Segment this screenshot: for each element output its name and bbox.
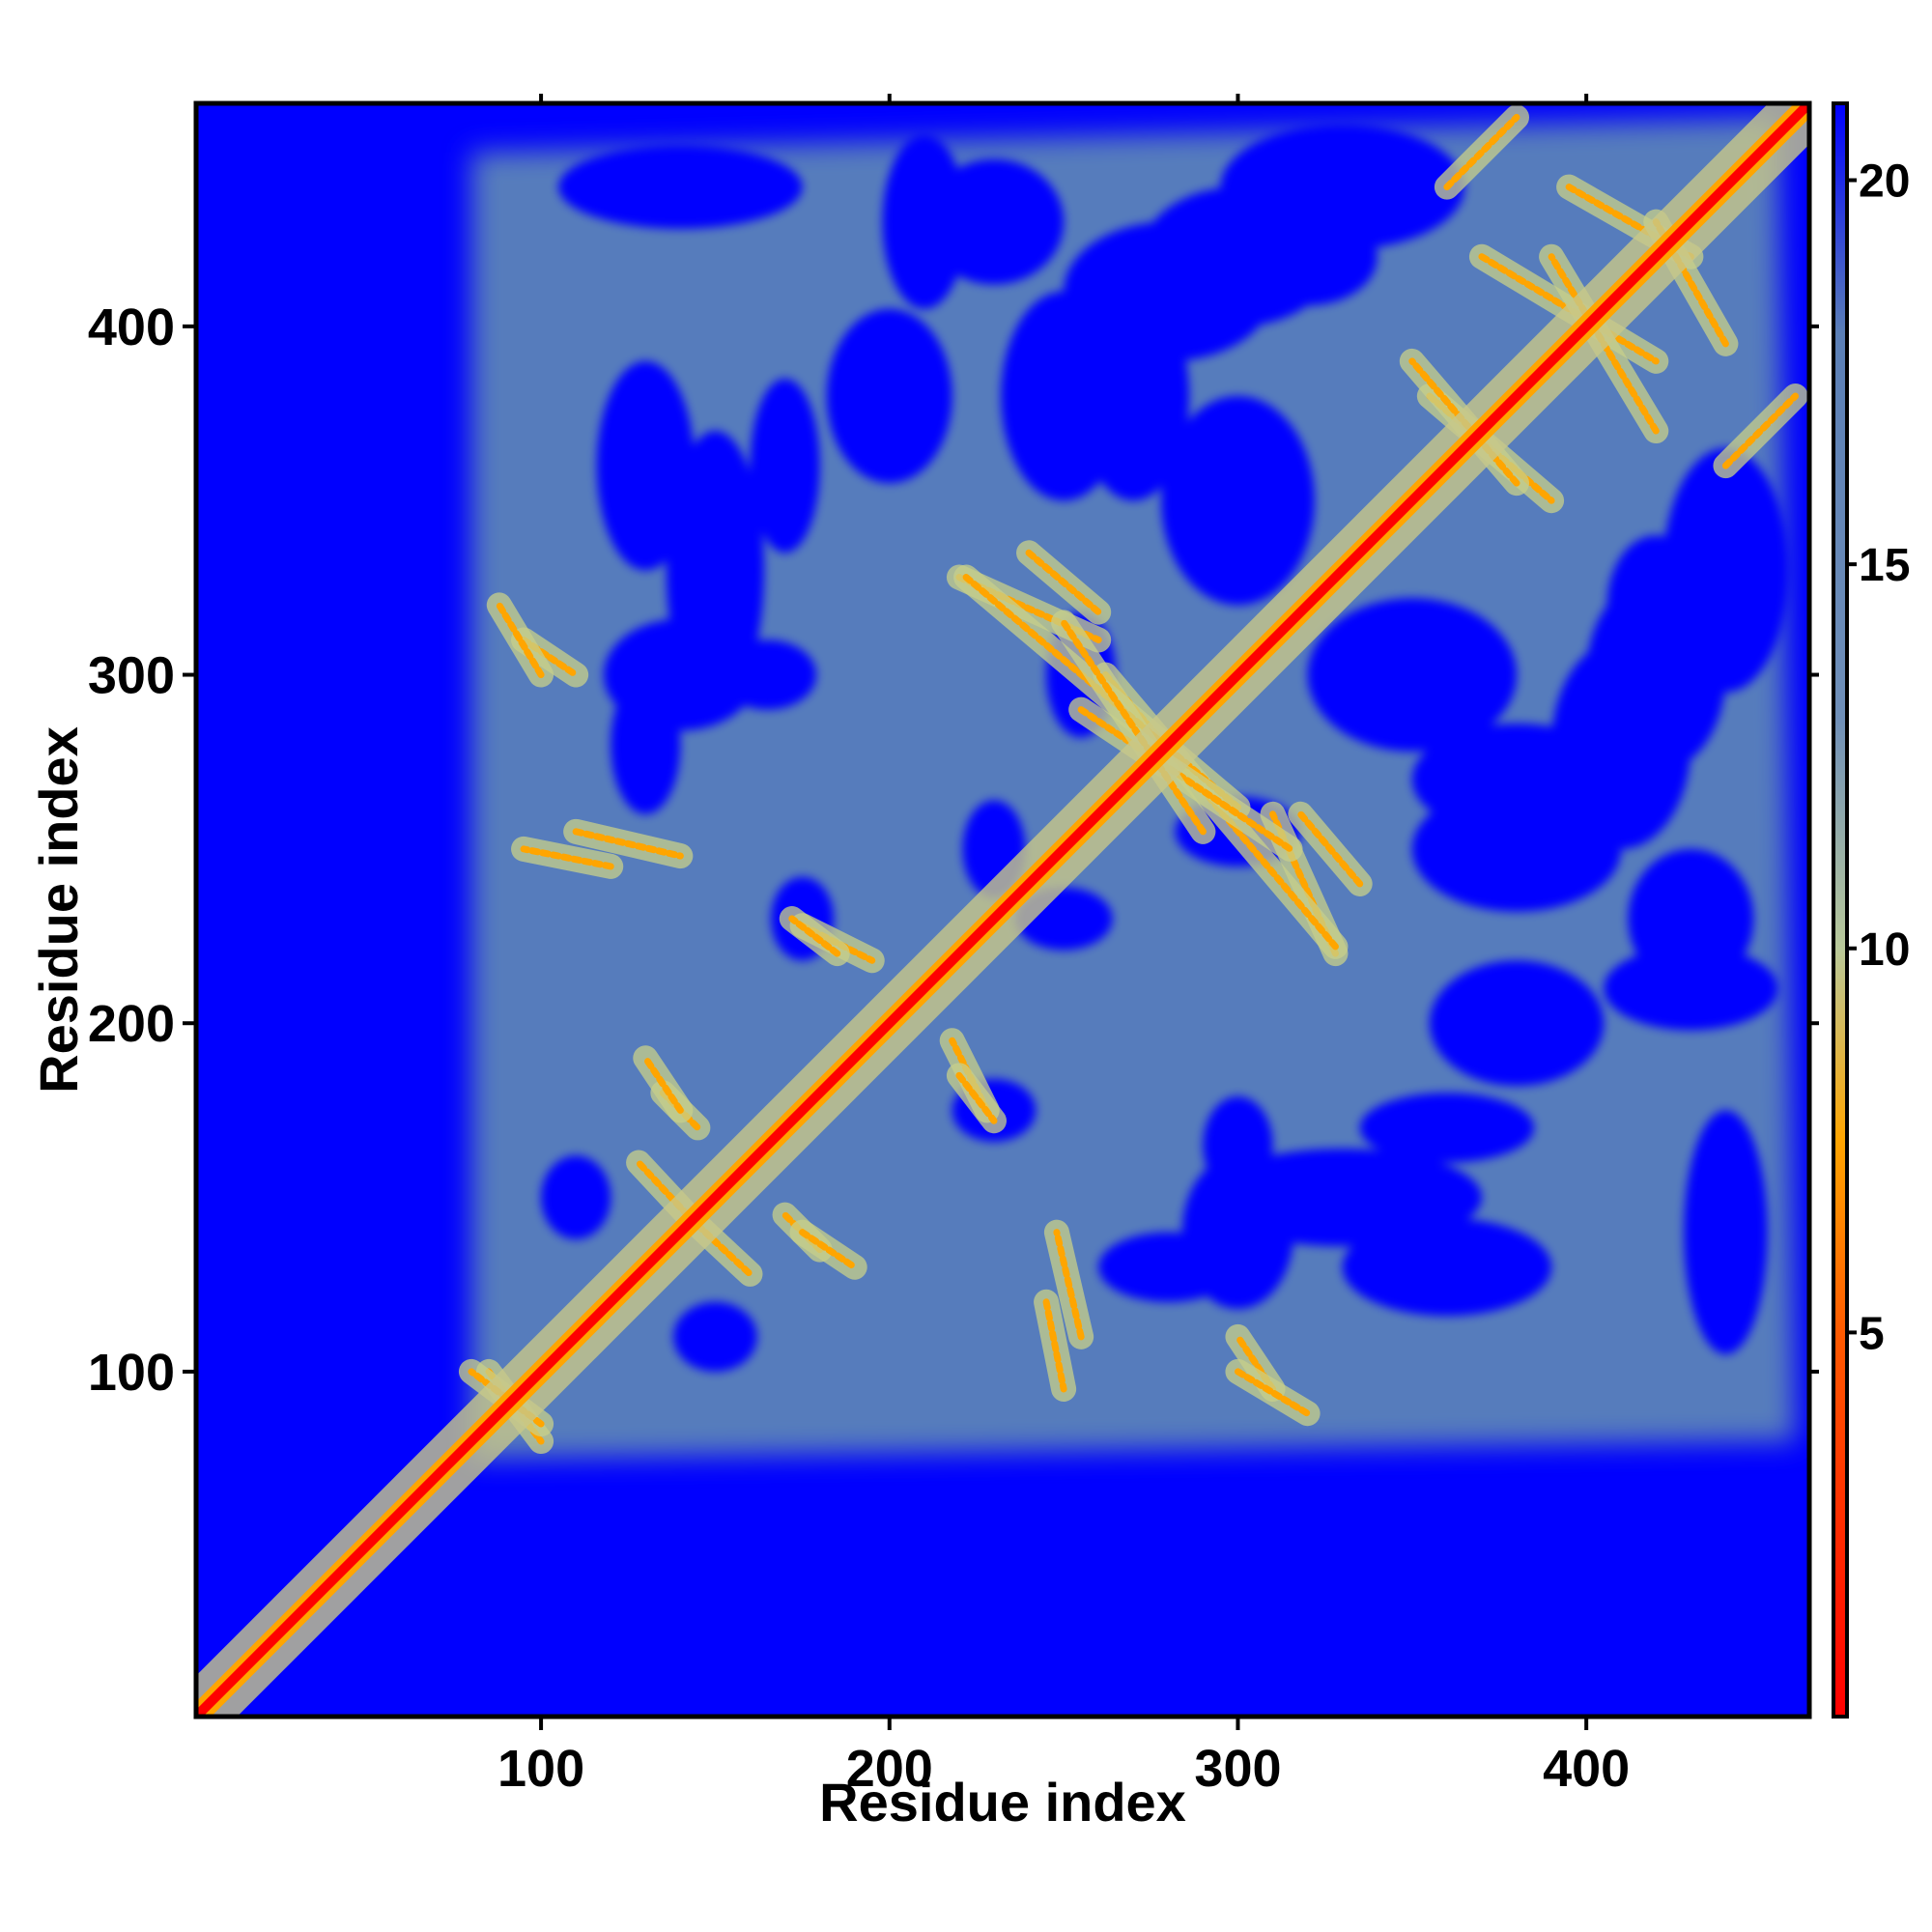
y-tick-label: 300 — [88, 647, 175, 705]
x-tick-label: 400 — [1543, 1740, 1630, 1798]
colorbar-gradient — [1832, 101, 1849, 1719]
heatmap-far-regions — [541, 124, 1789, 1372]
heatmap-diagonal — [196, 103, 1809, 1717]
colorbar: 5 10 15 20 — [1832, 101, 1910, 1719]
x-axis-title: Residue index — [819, 1772, 1186, 1833]
x-tick-label: 200 — [846, 1740, 933, 1798]
x-tick-label: 300 — [1194, 1740, 1281, 1798]
y-tick-label: 400 — [88, 298, 175, 356]
x-tick-label: 100 — [497, 1740, 584, 1798]
heatmap-area — [196, 103, 1809, 1717]
colorbar-tick-label: 20 — [1859, 156, 1910, 208]
y-tick-label: 100 — [88, 1344, 175, 1402]
colorbar-tick-label: 15 — [1859, 540, 1910, 591]
colorbar-tick-label: 5 — [1859, 1308, 1885, 1359]
plot-frame — [193, 100, 1812, 1719]
y-axis-title: Residue index — [28, 726, 89, 1094]
colorbar-tick-label: 10 — [1859, 924, 1910, 976]
y-axis: 100 200 300 400 — [88, 298, 1819, 1402]
x-axis: 100 200 300 400 — [497, 94, 1630, 1798]
y-tick-label: 200 — [88, 995, 175, 1053]
